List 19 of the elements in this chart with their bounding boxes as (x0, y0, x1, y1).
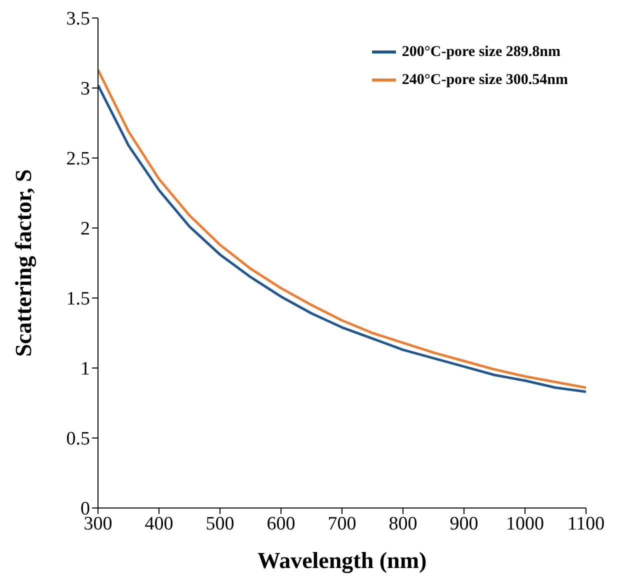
legend-label: 240°C-pore size 300.54nm (402, 71, 568, 90)
x-tick-label: 1000 (506, 513, 544, 534)
x-tick-label: 700 (328, 513, 356, 534)
x-tick-label: 900 (450, 513, 478, 534)
x-tick-label: 1100 (567, 513, 605, 534)
x-tick-label: 500 (206, 513, 234, 534)
y-tick-label: 0.5 (66, 428, 90, 450)
x-tick-label: 600 (266, 513, 296, 534)
x-tick-label: 400 (144, 513, 174, 534)
y-tick-label: 2 (80, 218, 90, 240)
y-tick-label: 1 (80, 358, 90, 380)
y-axis-title: Scattering factor, S (11, 169, 38, 357)
y-tick-label: 3 (80, 78, 90, 100)
y-tick-label: 1.5 (66, 288, 90, 310)
y-tick-label: 3.5 (66, 8, 90, 30)
x-axis-title: Wavelength (nm) (257, 548, 427, 574)
legend-label: 200°C-pore size 289.8nm (402, 43, 560, 62)
x-tick-label: 800 (388, 513, 418, 534)
y-tick-label: 2.5 (66, 148, 90, 170)
